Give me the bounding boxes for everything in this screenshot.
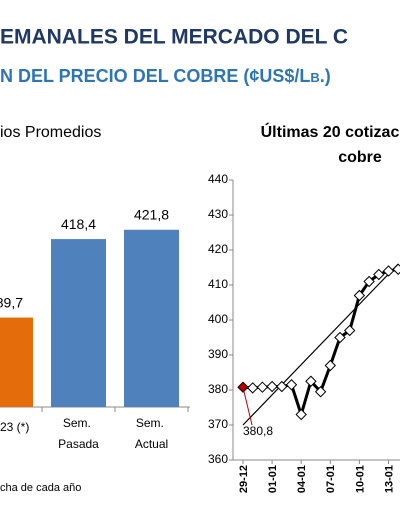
line-title: cobre	[338, 149, 382, 166]
y-tick-label: 370	[208, 417, 228, 431]
y-tick-label: 390	[208, 347, 228, 361]
x-tick-label: 01-01	[267, 465, 279, 493]
trend-line	[242, 263, 399, 426]
y-tick-label: 440	[208, 172, 228, 186]
value-label: 418,4	[61, 216, 96, 232]
header-subtitle: N DEL PRECIO DEL COBRE (¢US$/Lb.)	[0, 66, 331, 86]
marker	[295, 408, 307, 421]
bar	[0, 317, 33, 407]
x-tick-label: 10-01	[354, 465, 366, 493]
marker	[343, 324, 356, 337]
y-tick-label: 410	[208, 277, 228, 291]
x-tick-label: 13-01	[383, 465, 395, 493]
annotation-leader	[242, 387, 253, 426]
marker	[285, 379, 298, 391]
x-tick-label: 07-01	[325, 465, 337, 493]
marker	[276, 380, 288, 393]
marker	[373, 268, 385, 281]
marker	[314, 386, 327, 398]
value-label: 389,7	[0, 294, 23, 310]
line-title: Últimas 20 cotizac	[261, 122, 400, 141]
marker	[334, 331, 346, 344]
marker	[324, 359, 337, 372]
bar	[51, 239, 106, 407]
value-label: 421,8	[134, 206, 169, 222]
y-tick-label: 380	[208, 382, 228, 396]
footnote: cha de cada año	[0, 482, 81, 494]
annotation: 380,8	[243, 424, 273, 438]
marker	[392, 263, 400, 275]
x-tick-label: 29-12	[238, 465, 250, 493]
marker	[382, 265, 395, 277]
y-tick-label: 420	[208, 242, 228, 256]
marker	[305, 375, 317, 387]
marker	[353, 289, 366, 302]
x-tick-label: Sem. Pasada	[58, 416, 99, 451]
y-tick-label: 400	[208, 312, 228, 326]
y-tick-label: 430	[208, 207, 228, 221]
marker	[256, 381, 269, 393]
bar-title: ios Promedios	[0, 124, 101, 141]
y-tick-label: 360	[208, 452, 228, 466]
x-tick-label: 23 (*)	[0, 420, 29, 434]
x-tick-label: Sem. Actual	[135, 416, 168, 451]
bar	[124, 229, 179, 407]
marker	[266, 380, 278, 393]
marker	[246, 382, 259, 394]
header-title: EMANALES DEL MERCADO DEL C	[0, 26, 348, 49]
x-tick-label: 04-01	[296, 465, 308, 493]
marker	[363, 275, 375, 288]
